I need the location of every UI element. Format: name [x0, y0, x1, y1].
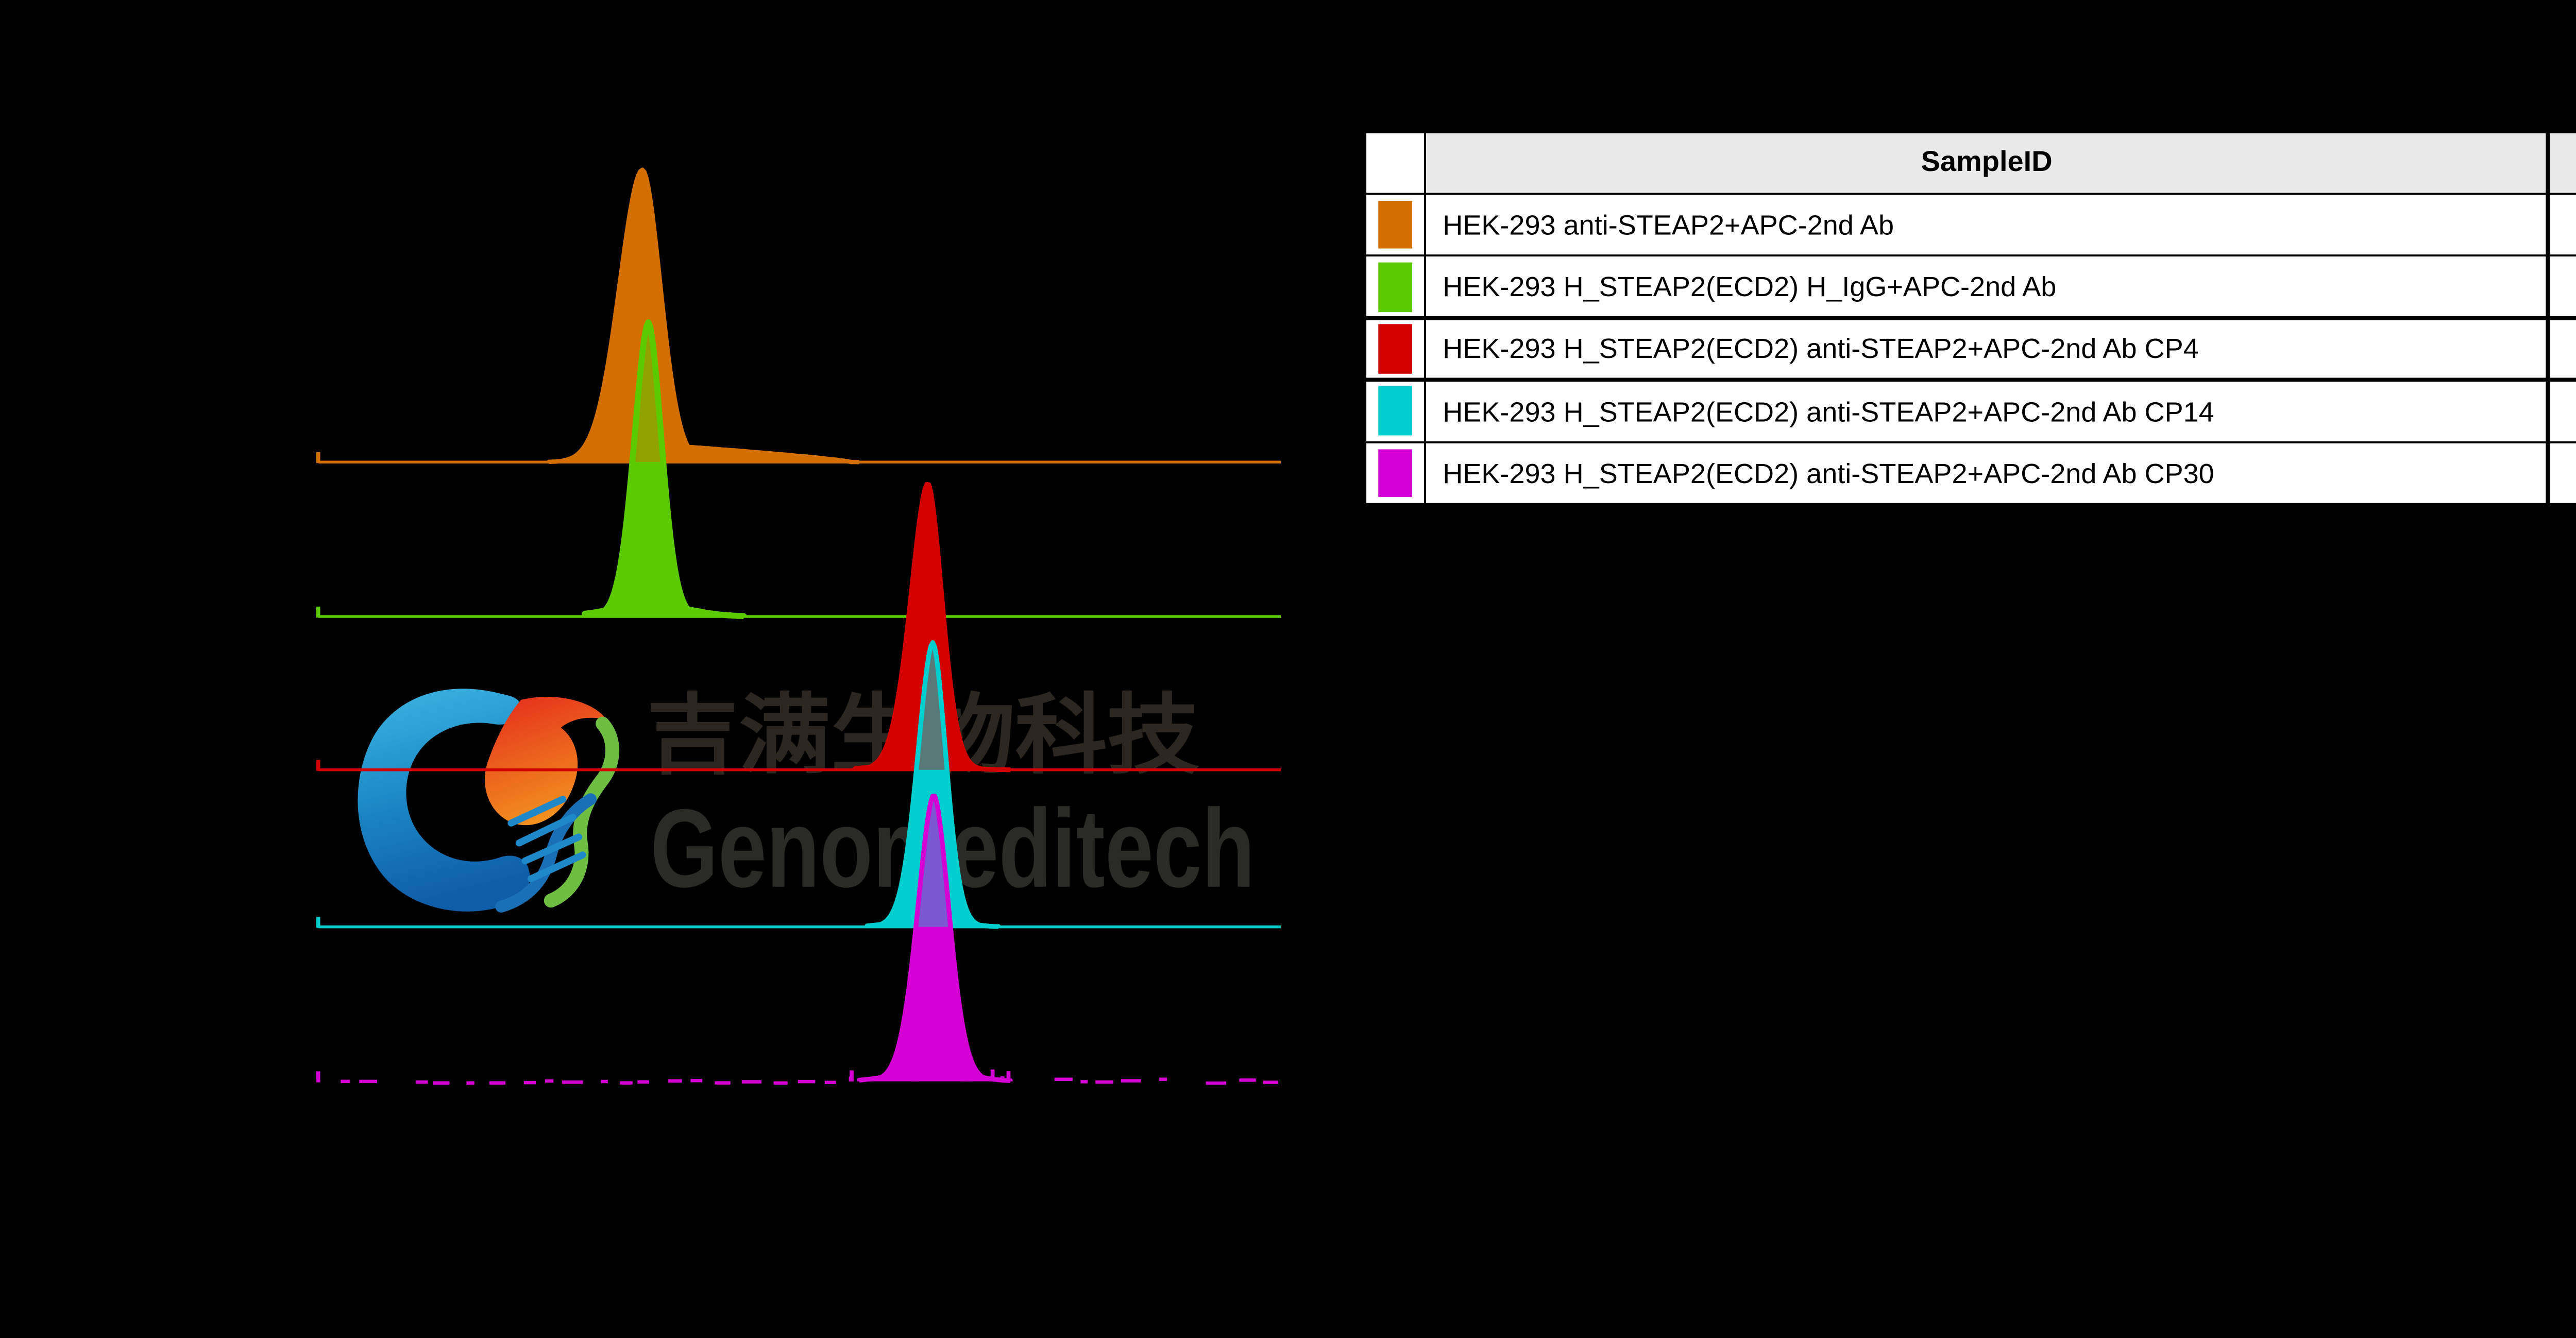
histogram-overlap-3: [916, 642, 947, 770]
histogram-fill-4: [859, 796, 1011, 1082]
header-swatch-cell: [1366, 133, 1425, 193]
legend-swatch: [1378, 200, 1411, 249]
legend-swatch: [1378, 262, 1411, 312]
legend-swatch: [1378, 386, 1411, 436]
logo-flame: [484, 696, 607, 826]
histogram-outline-4: [857, 794, 1013, 1083]
legend-swatch-cell: [1366, 381, 1425, 441]
histogram-outline-3: [865, 640, 1001, 929]
legend-swatch-cell: [1366, 319, 1425, 379]
histogram-overlap-4: [916, 796, 951, 927]
histogram-fill-3: [867, 642, 998, 927]
header-sample-id: SampleID: [1427, 133, 2547, 193]
geometric-mean-value: 1.04E6: [2549, 381, 2576, 441]
histogram-outline-0: [547, 167, 860, 465]
histogram-fill-2: [855, 484, 1011, 770]
watermark-logo: [358, 689, 620, 913]
geometric-mean-value: 9.72E5: [2549, 443, 2576, 503]
sample-name: HEK-293 H_STEAP2(ECD2) anti-STEAP2+APC-2…: [1427, 319, 2547, 379]
histogram-overlap-1: [632, 322, 664, 462]
legend-swatch: [1378, 448, 1411, 498]
legend-swatch-cell: [1366, 257, 1425, 317]
legend-swatch-cell: [1366, 443, 1425, 503]
sample-name: HEK-293 anti-STEAP2+APC-2nd Ab: [1427, 195, 2547, 255]
logo-dna-green-strand: [544, 716, 620, 908]
sample-name: HEK-293 H_STEAP2(ECD2) anti-STEAP2+APC-2…: [1427, 381, 2547, 441]
logo-dna-rungs: [507, 796, 586, 883]
histogram-traces: [316, 167, 1281, 1085]
legend-swatch: [1378, 324, 1411, 373]
legend-swatch-cell: [1366, 195, 1425, 255]
sample-name: HEK-293 H_STEAP2(ECD2) H_IgG+APC-2nd Ab: [1427, 257, 2547, 317]
histogram-outline-1: [582, 319, 747, 620]
geometric-mean-value: 1832: [2549, 195, 2576, 255]
header-geometric-mean: Geometric Mean : FL11-H: [2549, 133, 2576, 193]
histogram-outline-2: [853, 482, 1011, 773]
geometric-mean-value: 1898: [2549, 257, 2576, 317]
geometric-mean-value: 9.84E5: [2549, 319, 2576, 379]
histogram-plot: 吉满生物科技 Genomeditech: [316, 167, 1281, 1085]
logo-blue-swirl: [358, 689, 530, 912]
sample-name: HEK-293 H_STEAP2(ECD2) anti-STEAP2+APC-2…: [1427, 443, 2547, 503]
logo-dna-blue-strand: [495, 793, 597, 913]
results-table: SampleID Geometric Mean : FL11-H HEK-293…: [1362, 129, 2576, 507]
